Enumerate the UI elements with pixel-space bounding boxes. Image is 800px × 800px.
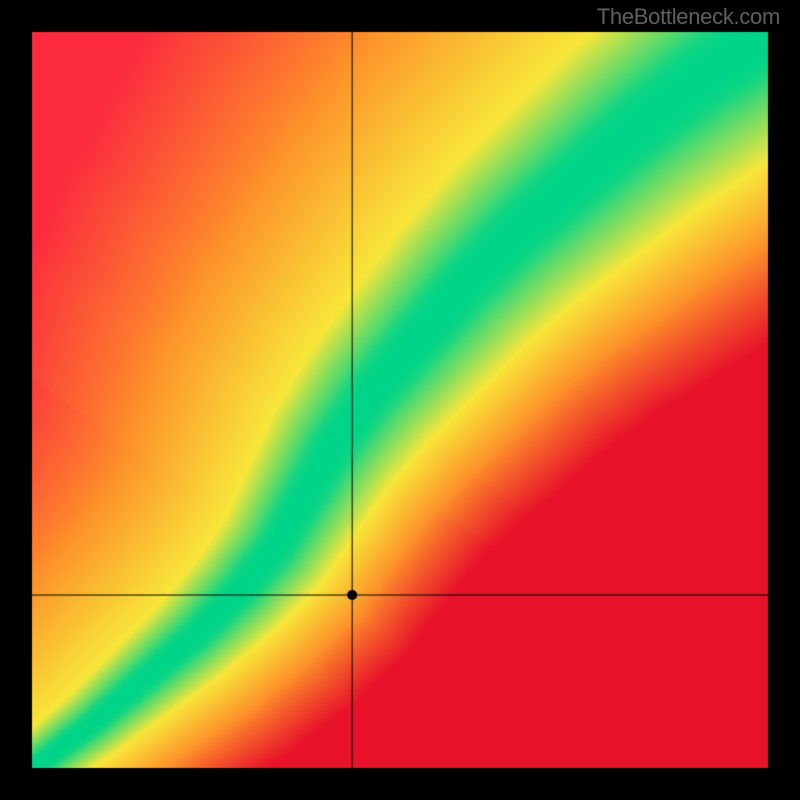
chart-container: TheBottleneck.com bbox=[0, 0, 800, 800]
watermark-text: TheBottleneck.com bbox=[597, 4, 780, 30]
bottleneck-heatmap bbox=[0, 0, 800, 800]
